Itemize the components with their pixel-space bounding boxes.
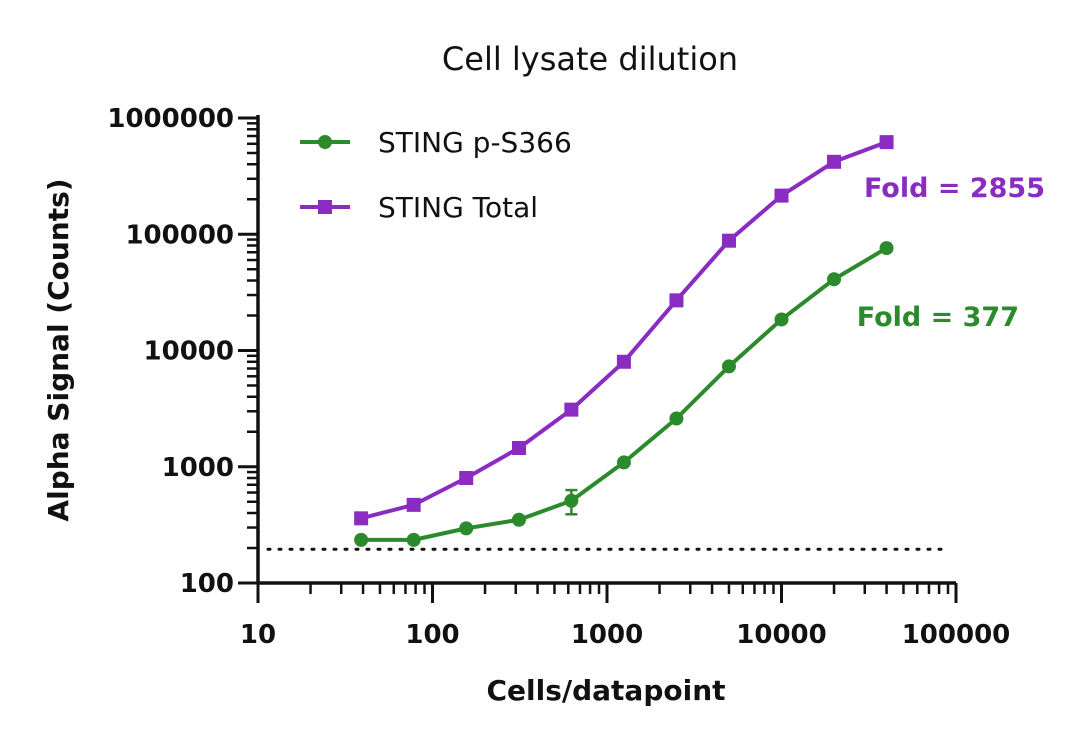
data-point	[616, 455, 631, 470]
legend-entry-total: STING Total	[300, 191, 538, 224]
data-point	[774, 188, 789, 203]
series-p-s366	[354, 241, 894, 547]
legend-marker-total	[318, 200, 332, 214]
legend-label-total: STING Total	[378, 191, 538, 224]
y-tick-label: 1000000	[107, 104, 234, 134]
axes: 10 100 1000 10000 10000010010001000010000010…	[107, 104, 1010, 650]
annotation-fold-total: Fold = 2855	[864, 173, 1045, 204]
data-point	[827, 154, 842, 169]
series-layer	[354, 135, 894, 547]
legend-marker-p-s366	[318, 135, 332, 149]
data-point	[879, 241, 894, 256]
data-point	[406, 497, 421, 512]
x-tick-label: 100	[405, 620, 459, 650]
data-point	[354, 532, 369, 547]
legend-entry-p-s366: STING p-S366	[300, 126, 572, 159]
x-tick-label: 10000	[736, 620, 826, 650]
x-axis-label: Cells/datapoint	[486, 674, 725, 707]
legend-label-p-s366: STING p-S366	[378, 126, 572, 159]
data-point	[616, 354, 631, 369]
y-tick-label: 10000	[144, 337, 234, 367]
data-point	[669, 411, 684, 426]
y-tick-label: 100	[180, 569, 234, 599]
data-point	[459, 471, 474, 486]
data-point	[354, 511, 369, 526]
annotation-fold-p-s366: Fold = 377	[857, 302, 1019, 333]
data-point	[459, 521, 474, 536]
data-point	[564, 402, 579, 417]
data-point	[669, 293, 684, 308]
legend: STING p-S366 STING Total	[300, 126, 572, 224]
x-tick-label: 1000	[571, 620, 643, 650]
y-tick-label: 1000	[162, 453, 234, 483]
data-point	[827, 272, 842, 287]
y-axis-label: Alpha Signal (Counts)	[42, 178, 75, 521]
data-point	[406, 532, 421, 547]
x-tick-label: 10	[240, 620, 276, 650]
series-line	[361, 246, 888, 542]
data-point	[511, 512, 526, 527]
data-point	[721, 359, 736, 374]
series-total	[354, 135, 894, 526]
data-point	[564, 493, 579, 508]
chart-title: Cell lysate dilution	[442, 40, 738, 78]
data-point	[721, 233, 736, 248]
y-tick-label: 100000	[125, 220, 234, 250]
x-tick-label: 100000	[902, 620, 1011, 650]
data-point	[511, 440, 526, 455]
data-point	[774, 312, 789, 327]
data-point	[879, 135, 894, 150]
